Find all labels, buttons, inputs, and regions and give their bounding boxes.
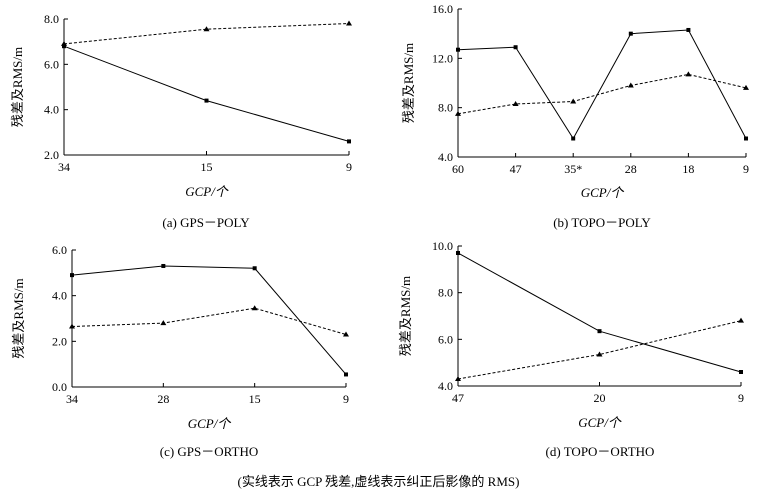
chart-panel-4: 4.0 6.0 8.0 10.0 47 20 9 GCP/个 残差及RMS/m (d) TOPO－… [398,239,744,459]
y-tick-label: 4.0 [438,379,453,393]
x-tick-label: 34 [66,392,78,406]
x-tick-label: 35* [564,162,582,176]
y-axis-title: 残差及RMS/m [11,278,26,358]
data-point-rms [61,40,67,46]
series-line-residual [71,265,347,375]
data-point-residual [628,31,633,36]
data-point-rms [203,26,210,32]
x-tick-label: 28 [157,392,169,406]
y-tick-label: 8.0 [438,101,453,115]
y-tick-label: 6.0 [438,332,453,346]
data-point-rms [685,71,692,77]
series-line-rms [63,23,350,45]
data-point-residual [456,251,460,255]
data-point-residual [513,45,518,50]
y-tick-label: 4.0 [52,289,67,303]
chart-panel-3: 0.0 2.0 4.0 6.0 34 28 15 9 GCP/个 残差及RMS/m (c) GPS－… [11,243,349,459]
x-axis-title: GCP/个 [185,184,230,199]
y-tick-label: 8.0 [44,12,59,26]
y-axis-title: 残差及RMS/m [401,43,416,123]
data-point-rms [743,84,749,90]
data-point-rms [346,20,352,26]
series-line-residual [457,29,747,140]
chart-caption: (d) TOPO－ORTHO [546,444,655,459]
x-tick-label: 20 [594,391,606,405]
data-point-rms [160,320,167,326]
x-tick-label: 34 [58,160,70,174]
chart-caption: (a) GPS－POLY [162,215,250,230]
data-point-rms [343,331,349,337]
x-tick-label: 28 [625,162,637,176]
data-point-residual [252,266,257,271]
y-tick-label: 6.0 [44,57,59,71]
y-tick-label: 10.0 [432,239,453,253]
x-axis-title: GCP/个 [188,416,233,431]
x-tick-label: 47 [510,162,522,176]
data-point-residual [204,98,209,103]
data-point-residual [456,47,460,52]
x-tick-label: 47 [452,391,464,405]
chart-panel-2: 4.0 8.0 12.0 16.0 60 47 35* 28 18 9 GCP/个 残差及RMS/m (… [401,2,749,230]
x-tick-label: 9 [343,392,349,406]
footnote: (实线表示 GCP 残差,虚线表示纠正后影像的 RMS) [237,474,520,489]
x-axis-title: GCP/个 [578,415,623,430]
y-axis-title: 残差及RMS/m [398,276,413,356]
chart-panel-1: 2.0 4.0 6.0 8.0 34 15 9 GCP/个 残差及RMS/m (a) GPS－PO… [10,12,352,230]
data-point-residual [744,136,748,141]
data-point-residual [344,372,348,377]
series-line-rms [457,320,742,380]
x-tick-label: 60 [452,162,464,176]
chart-caption: (b) TOPO－POLY [553,215,651,230]
y-tick-label: 16.0 [432,2,453,16]
data-point-residual [70,273,74,278]
chart-caption: (c) GPS－ORTHO [160,444,259,459]
series-line-rms [457,73,747,115]
x-axis-title: GCP/个 [581,185,626,200]
data-point-residual [597,329,602,334]
data-point-rms [570,98,577,104]
x-tick-label: 15 [201,160,213,174]
data-point-rms [251,305,258,311]
data-point-rms [512,100,519,106]
data-point-residual [686,27,691,32]
y-tick-label: 2.0 [44,148,59,162]
x-tick-label: 15 [249,392,261,406]
data-point-residual [347,139,351,144]
data-point-rms [455,110,461,116]
data-point-rms [738,317,744,323]
data-point-residual [62,44,66,49]
y-tick-label: 2.0 [52,334,67,348]
x-tick-label: 9 [743,162,749,176]
data-point-rms [627,82,634,88]
series-line-rms [71,307,347,335]
data-point-residual [571,136,576,141]
y-tick-label: 4.0 [44,103,59,117]
x-tick-label: 9 [738,391,744,405]
x-tick-label: 9 [346,160,352,174]
data-point-residual [161,263,166,268]
data-point-rms [69,323,75,329]
series-line-residual [63,45,350,142]
y-axis-title: 残差及RMS/m [10,47,25,127]
x-tick-label: 18 [682,162,694,176]
y-tick-label: 6.0 [52,243,67,257]
data-point-rms [455,376,461,381]
data-point-rms [596,351,603,357]
y-tick-label: 4.0 [438,150,453,164]
y-tick-label: 12.0 [432,51,453,65]
y-tick-label: 8.0 [438,286,453,300]
data-point-residual [739,370,743,374]
y-tick-label: 0.0 [52,380,67,394]
